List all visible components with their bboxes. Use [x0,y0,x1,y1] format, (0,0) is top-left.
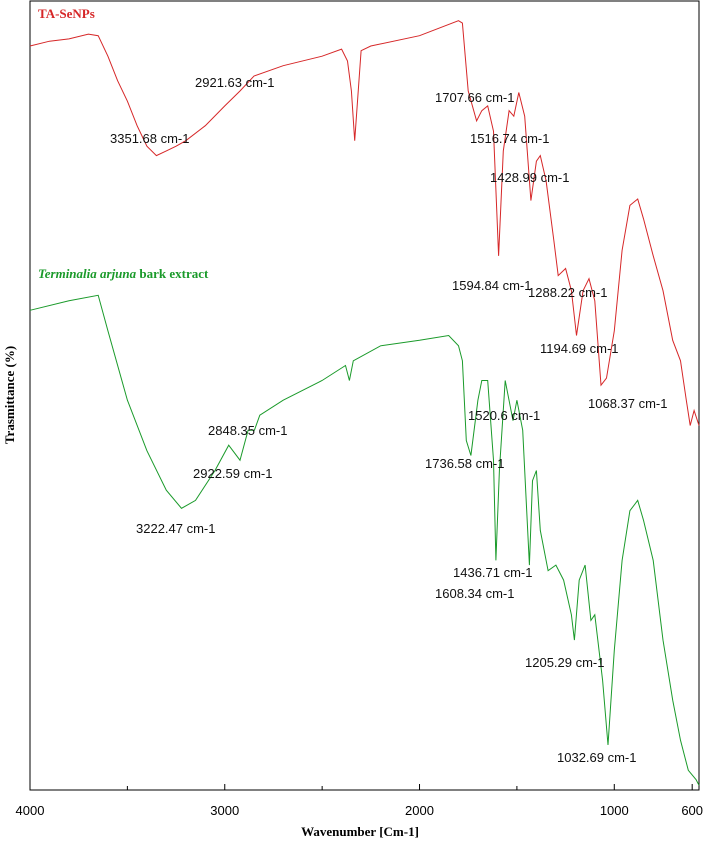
peak-annotation: 1608.34 cm-1 [435,586,515,601]
plot-frame [29,0,700,791]
peak-annotation: 1436.71 cm-1 [453,565,533,580]
peak-annotation: 1032.69 cm-1 [557,750,637,765]
series-label-part: extract [166,266,209,281]
series-label: TA-SeNPs [38,6,95,21]
x-tick-label: 2000 [405,803,434,818]
y-axis-label: Trasmittance (%) [2,346,17,444]
peak-annotation: 1194.69 cm-1 [540,341,619,356]
peak-annotation: 2921.63 cm-1 [195,75,275,90]
spectrum-line [29,20,700,426]
peak-annotation: 1736.58 cm-1 [425,456,505,471]
peak-annotation: 1516.74 cm-1 [470,131,550,146]
x-tick-label: 4000 [16,803,45,818]
peak-annotation: 3222.47 cm-1 [136,521,216,536]
series-label-part: bark [136,266,167,281]
peak-annotation: 1205.29 cm-1 [525,655,605,670]
peak-annotation: 1520.6 cm-1 [468,408,540,423]
series-label-part: Terminalia [38,266,97,281]
peak-annotation: 3351.68 cm-1 [110,131,190,146]
series-label: Terminalia arjuna bark extract [38,266,209,281]
series-label-part: arjuna [97,266,137,281]
peak-annotation: 1428.99 cm-1 [490,170,570,185]
peak-annotation: 1288.22 cm-1 [528,285,608,300]
spectrum-line [29,294,700,786]
x-tick-label: 600 [681,803,703,818]
x-axis-label: Wavenumber [Cm-1] [301,824,419,839]
peak-annotation: 1707.66 cm-1 [435,90,515,105]
peak-annotation: 1594.84 cm-1 [452,278,532,293]
peak-annotation: 2848.35 cm-1 [208,423,288,438]
peak-annotation: 2922.59 cm-1 [193,466,273,481]
peak-annotation: 1068.37 cm-1 [588,396,668,411]
x-tick-label: 3000 [210,803,239,818]
x-tick-label: 1000 [600,803,629,818]
